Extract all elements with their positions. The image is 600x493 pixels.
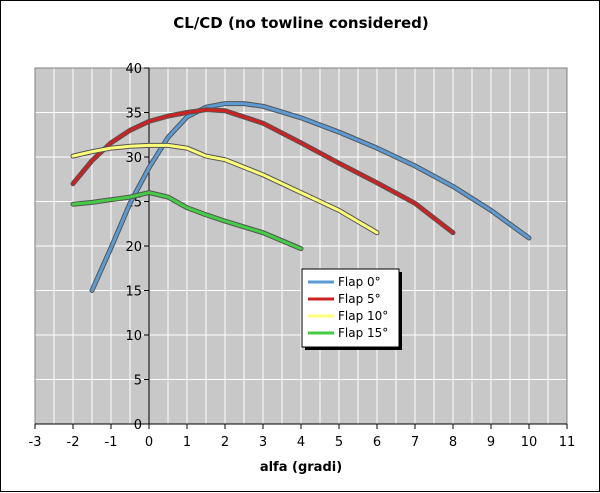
x-tick-label: 11 — [559, 435, 576, 450]
x-tick-label: 6 — [373, 435, 381, 450]
legend-label-0: Flap 0° — [338, 275, 381, 289]
x-tick-labels: -3 -2 -1 0 1 2 3 4 5 6 7 8 9 10 11 — [29, 435, 576, 450]
y-tick-label: 0 — [134, 418, 142, 433]
legend-label-2: Flap 10° — [338, 309, 388, 323]
series-line-0 — [90, 102, 531, 292]
legend-label-1: Flap 5° — [338, 292, 381, 306]
x-tick-label: -3 — [29, 435, 42, 450]
series-line-3 — [71, 191, 303, 251]
x-tick-label: -2 — [67, 435, 80, 450]
x-tick-label: -1 — [105, 435, 118, 450]
x-tick-label: 5 — [335, 435, 343, 450]
x-tick-label: 4 — [297, 435, 305, 450]
y-tick-label: 40 — [125, 62, 142, 77]
y-tick-label: 5 — [134, 374, 142, 389]
x-tick-label: 10 — [521, 435, 538, 450]
series-line-2 — [71, 143, 379, 235]
x-tick-label: 3 — [259, 435, 267, 450]
x-tick-label: 0 — [145, 435, 153, 450]
y-tick-label: 30 — [125, 151, 142, 166]
x-tick-label: 1 — [183, 435, 191, 450]
series-line-1 — [71, 108, 455, 235]
series-lines — [70, 101, 532, 293]
x-tick-label: 7 — [411, 435, 419, 450]
legend: Flap 0° Flap 5° Flap 10° Flap 15° — [301, 268, 402, 350]
axes — [34, 67, 568, 429]
x-tick-label: 9 — [487, 435, 495, 450]
chart-title: CL/CD (no towline considered) — [173, 14, 429, 32]
y-tick-label: 20 — [125, 240, 142, 255]
legend-label-3: Flap 15° — [338, 326, 388, 340]
y-tick-label: 15 — [125, 285, 142, 300]
x-tick-label: 2 — [221, 435, 229, 450]
x-axis-label: alfa (gradi) — [260, 460, 342, 475]
x-tick-label: 8 — [449, 435, 457, 450]
y-tick-label: 35 — [125, 107, 142, 122]
y-tick-label: 10 — [125, 329, 142, 344]
